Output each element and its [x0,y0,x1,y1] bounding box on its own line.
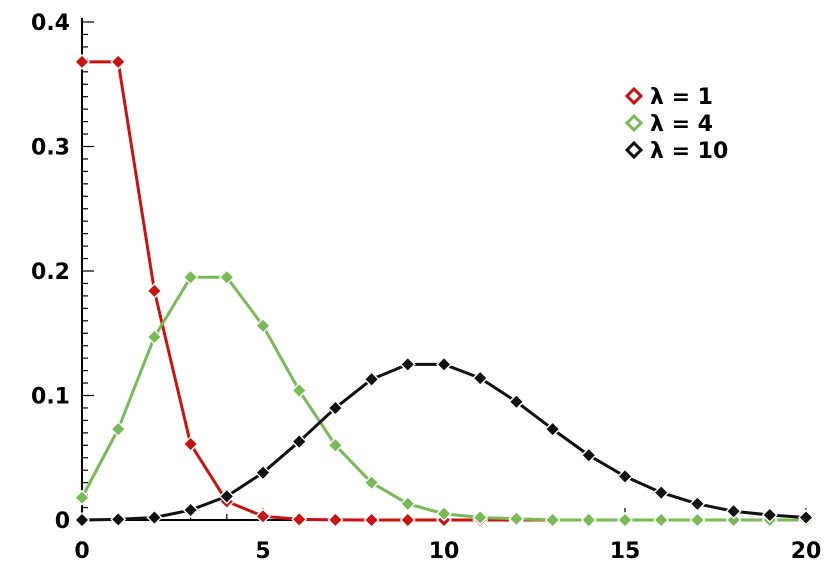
data-point [110,421,127,438]
data-point [761,507,778,524]
data-point [544,421,561,438]
data-point [399,356,416,373]
x-tick-label: 10 [429,539,460,564]
data-point [472,370,489,387]
data-point [544,512,561,528]
x-tick-label: 0 [74,539,89,564]
data-point [255,464,271,481]
data-point [436,505,452,522]
data-point [363,474,380,491]
series-layer [74,53,814,528]
data-point [653,484,670,501]
data-point [182,436,199,453]
data-point [399,512,416,528]
data-point [725,503,742,520]
data-point [255,508,271,525]
series-2 [74,269,814,528]
data-point [617,468,633,485]
data-point [472,509,489,526]
data-point [291,433,308,450]
data-point [580,447,597,464]
data-point [146,328,163,345]
data-point [617,512,633,528]
legend-marker [624,113,644,133]
data-point [110,53,127,70]
legend-marker [624,140,644,160]
data-point [725,512,742,528]
x-tick-label: 20 [791,539,822,564]
data-point [146,509,163,526]
data-point [399,495,416,512]
series-line [80,275,806,522]
data-point [363,371,380,388]
data-point [653,512,670,528]
data-point [798,509,814,526]
y-tick-label: 0.4 [31,11,70,36]
data-point [146,282,163,299]
legend-label: λ = 1 [650,85,713,110]
data-point [74,489,90,506]
legend-label: λ = 10 [650,139,728,164]
series-3 [74,356,814,528]
data-point [74,53,90,70]
data-point [182,502,199,519]
legend-item: λ = 4 [624,112,713,137]
legend-item: λ = 1 [624,85,713,110]
data-point [291,511,308,528]
data-point [110,511,127,528]
legend-label: λ = 4 [650,112,713,137]
x-tick-label: 15 [610,539,641,564]
legend: λ = 1λ = 4λ = 10 [624,85,728,164]
axes: 0 0.1 0.2 0.3 0.4 0 5 10 15 20 [31,11,821,564]
data-point [363,512,380,528]
data-point [218,488,235,505]
y-tick-label: 0.1 [31,385,70,410]
data-point [508,393,525,410]
data-point [291,382,308,399]
data-point [580,512,597,528]
data-point [218,269,235,286]
data-point [436,356,452,373]
data-point [689,512,706,528]
data-point [327,437,344,454]
y-tick-label: 0.3 [31,136,70,161]
x-tick-label: 5 [255,539,270,564]
y-tick-label: 0 [55,509,70,534]
data-point [182,269,199,286]
legend-marker [624,86,644,106]
data-point [255,317,271,334]
legend-item: λ = 10 [624,139,728,164]
data-point [327,511,344,528]
data-point [327,399,344,416]
data-point [74,512,90,528]
data-point [508,510,525,527]
y-tick-label: 0.2 [31,260,70,285]
data-point [689,495,706,512]
